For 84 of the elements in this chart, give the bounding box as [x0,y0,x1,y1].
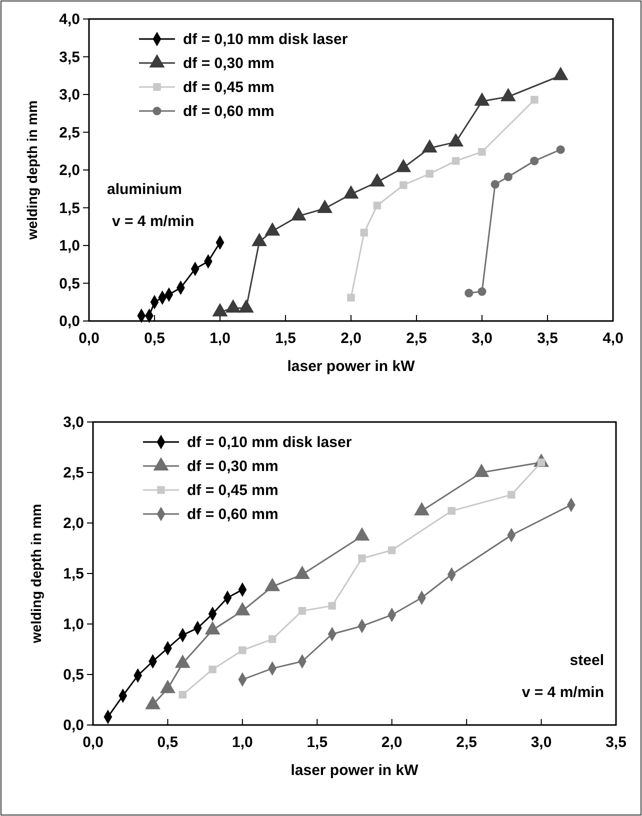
x-tick-label: 3,5 [537,330,558,347]
x-tick-label: 2,0 [340,330,362,347]
point [508,490,516,499]
x-tick-label: 2,5 [456,734,477,751]
y-tick-label: 2,0 [63,515,84,532]
point [208,666,216,674]
x-tick-label: 2,0 [381,734,402,751]
point [426,170,434,178]
x-tick-label: 0,5 [157,734,178,751]
legend-label: df = 0,60 mm [183,103,274,120]
x-tick-label: 1,0 [232,734,253,751]
y-tick-label: 3,0 [59,86,80,104]
point [490,180,500,189]
y-axis-title: welding depth in mm [24,100,40,241]
point [452,157,460,165]
legend-label: df = 0,45 mm [187,482,278,499]
y-tick-label: 1,5 [59,200,80,217]
y-tick-label: 4,0 [59,11,80,28]
point [396,159,411,172]
x-tick-label: 3,0 [472,330,492,347]
point [344,186,358,199]
y-tick-label: 3,0 [63,414,84,431]
point [500,88,516,102]
point [556,145,565,154]
y-tick-label: 1,0 [59,238,80,254]
y-tick-label: 0,5 [59,275,80,292]
point [328,602,336,610]
point [448,507,456,515]
point [268,635,276,644]
point [504,172,512,182]
legend-label: df = 0,30 mm [183,55,274,72]
y-tick-label: 2,5 [63,464,84,482]
x-tick-label: 1,5 [306,734,328,751]
y-tick-label: 1,0 [63,616,84,633]
legend-label: df = 0,10 mm disk laser [187,434,352,451]
point [448,134,464,147]
point [291,208,306,221]
point [370,174,385,187]
annotation: steel [570,652,604,669]
point [388,546,396,554]
y-tick-label: 2,5 [59,124,80,142]
point [265,222,280,236]
x-tick-label: 2,5 [406,330,427,347]
x-tick-label: 4,0 [602,330,624,347]
x-tick-label: 0,0 [82,734,104,751]
point [530,96,538,104]
point [178,690,187,699]
x-tick-label: 1,0 [210,330,230,347]
x-axis-title: laser power in kW [290,762,420,779]
x-axis-title: laser power in kW [287,358,416,375]
x-tick-label: 3,5 [606,734,626,751]
legend-label: df = 0,10 mm disk laser [183,31,348,48]
y-tick-label: 2,0 [59,162,80,179]
point [358,554,366,562]
point [422,140,437,153]
y-tick-label: 1,5 [63,566,84,582]
annotation: v = 4 m/min [522,684,604,701]
y-tick-label: 0,0 [63,717,84,734]
point [298,607,306,615]
x-tick-label: 0,5 [144,330,165,347]
annotation: aluminium [107,181,182,198]
point [553,67,568,80]
annotation: v = 4 m/min [112,213,194,230]
y-tick-label: 3,5 [59,48,80,66]
point [478,287,486,296]
point [478,148,486,156]
legend-label: df = 0,45 mm [183,79,274,96]
point [373,202,382,210]
y-axis-title: welding depth in mm [28,504,44,644]
legend-label: df = 0,60 mm [187,506,278,523]
point [347,294,355,302]
point [317,200,332,213]
x-tick-label: 3,0 [530,734,552,751]
point [474,92,490,106]
point [464,288,474,298]
point [360,228,368,237]
point [400,181,408,189]
legend-label: df = 0,30 mm [187,458,278,475]
point [530,156,539,166]
x-tick-label: 0,0 [78,330,100,347]
y-tick-label: 0,5 [63,666,84,684]
y-tick-label: 0,0 [59,313,80,330]
x-tick-label: 1,5 [275,330,296,347]
point [238,646,246,654]
